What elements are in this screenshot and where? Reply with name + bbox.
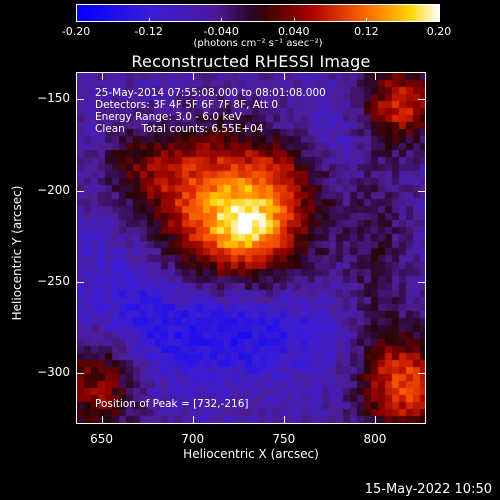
colorbar-tick-label: -0.20 (61, 25, 91, 38)
x-tick (192, 416, 194, 424)
x-tick (283, 416, 285, 424)
annotation-detectors: Detectors: 3F 4F 5F 6F 7F 8F, Att 0 (95, 99, 279, 111)
colorbar-gradient (77, 5, 439, 21)
y-tick (418, 372, 426, 374)
x-tick (283, 72, 285, 80)
colorbar-tick-label: 0.040 (278, 25, 310, 38)
y-tick-label: −250 (37, 273, 70, 288)
y-tick (76, 372, 84, 374)
colorbar-tick (366, 18, 368, 22)
colorbar-units: (photons cm⁻² s⁻¹ asec⁻²) (193, 38, 323, 49)
colorbar-tick (148, 18, 150, 22)
colorbar-tick-label: -0.040 (203, 25, 239, 38)
y-tick (76, 190, 84, 192)
y-tick-label: −300 (37, 364, 70, 379)
y-tick-label: −200 (37, 182, 70, 197)
y-tick (76, 99, 84, 101)
y-tick (418, 99, 426, 101)
y-axis-label: Heliocentric Y (arcsec) (10, 185, 24, 321)
annotation-time: 25-May-2014 07:55:08.000 to 08:01:08.000 (95, 87, 326, 99)
colorbar-tick (221, 18, 223, 22)
colorbar-tick-label: 0.12 (354, 25, 379, 38)
annotation-energy: Energy Range: 3.0 - 6.0 keV (95, 111, 242, 123)
colorbar-tick-label: 0.20 (426, 25, 452, 38)
x-tick (374, 72, 376, 80)
x-tick-label: 800 (363, 432, 387, 446)
x-axis-label: Heliocentric X (arcsec) (183, 447, 319, 461)
x-tick (192, 72, 194, 80)
annotation-peak: Position of Peak = [732,-216] (95, 398, 249, 410)
x-tick-label: 650 (90, 432, 113, 446)
y-tick (418, 281, 426, 283)
colorbar-tick (439, 18, 440, 22)
colorbar-tick (293, 18, 295, 22)
x-tick (101, 416, 103, 424)
x-tick (101, 72, 103, 80)
y-tick (76, 281, 84, 283)
date-stamp: 15-May-2022 10:50 (364, 482, 492, 497)
annotation-counts: Clean Total counts: 6.55E+04 (95, 123, 264, 135)
y-tick-label: −150 (37, 91, 70, 106)
x-tick-label: 700 (181, 432, 205, 446)
colorbar (76, 4, 440, 22)
colorbar-tick-label: -0.12 (134, 25, 163, 38)
x-tick (374, 416, 376, 424)
y-tick (418, 190, 426, 192)
rhessi-heatmap (77, 73, 425, 423)
plot-title: Reconstructed RHESSI Image (131, 52, 371, 71)
x-tick-label: 750 (272, 432, 296, 446)
image-plot: 25-May-2014 07:55:08.000 to 08:01:08.000… (76, 72, 426, 424)
colorbar-tick (76, 18, 77, 22)
